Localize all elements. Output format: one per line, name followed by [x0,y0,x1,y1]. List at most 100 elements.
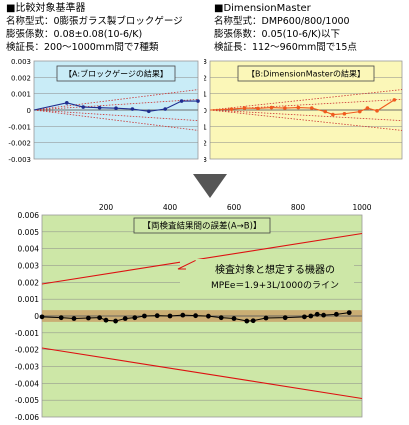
data-point [309,106,314,110]
y-tick-label: -0.001 [204,123,207,131]
limit-upper [33,98,199,111]
data-point [196,99,200,103]
y-tick-label: -0.001 [15,329,39,338]
x-tick-label: 1000 [352,203,371,212]
data-point [206,313,211,319]
data-point [256,106,260,111]
y-tick-label: -0.001 [8,123,31,131]
data-point [97,105,102,110]
spec-right-heading: ■DimensionMaster [214,3,311,14]
y-tick-label: 0.001 [18,295,40,304]
y-tick-label: 0.005 [18,228,40,237]
annotation-line-1: 検査対象と想定する機器の [215,263,335,276]
data-point [71,316,77,321]
y-tick-label: 0.002 [18,278,40,287]
data-point [218,315,224,321]
data-point [179,99,184,103]
data-point [193,313,199,319]
chart-title-box [133,217,271,234]
y-tick-label: 0.004 [18,245,40,254]
data-point [375,109,379,113]
data-point [58,315,64,321]
data-point [229,107,234,111]
data-point [180,312,186,318]
limit-lower [33,109,199,131]
data-point [65,101,69,105]
spec-right-line-length: 検証長：112～960mm間で15点 [214,42,357,53]
y-tick-label: -0.002 [204,140,207,148]
y-tick-label: 0.002 [204,74,207,82]
x-tick-label: 200 [99,203,114,212]
limit-upper [209,98,403,111]
y-tick-label: -0.003 [204,156,207,164]
x-tick-label: 800 [291,203,306,212]
x-tick-label: 600 [227,203,242,212]
spec-right-line-expansion: 膨張係数：0.05(10-6/K)以下 [214,29,341,40]
spec-left: ■比較対象基準器 名称型式：0膨張ガラス製ブロックゲージ 膨張係数：0.08±0… [6,2,183,54]
y-tick-label: 0.003 [204,58,207,66]
data-point [365,106,370,110]
y-tick-label: 0.003 [18,262,40,271]
spec-left-heading: ■比較対象基準器 [6,3,86,14]
data-point [97,315,102,321]
y-tick-label: 0.001 [204,91,207,99]
data-point [167,313,173,319]
limit-upper [33,89,199,111]
data-point [39,314,45,320]
data-point [314,311,320,317]
y-tick-label: -0.004 [15,379,39,388]
series-line [33,100,198,112]
down-arrow-icon [193,174,227,198]
data-point [321,312,326,318]
data-point [302,314,307,320]
y-tick-label: 0 [34,312,39,321]
y-tick-label: -0.006 [15,413,39,422]
data-point [163,107,167,111]
data-point [282,315,288,321]
data-point [142,313,147,319]
data-point [103,317,109,323]
data-point [263,315,269,321]
y-tick-label: -0.002 [15,346,39,355]
data-point [346,310,352,316]
data-point [122,316,128,321]
data-point [296,105,301,110]
limit-lower [41,347,363,400]
y-tick-label: -0.003 [8,156,31,164]
data-point [357,109,362,114]
data-point [244,318,250,324]
y-tick-label: -0.005 [15,396,39,405]
chart-b-dimensionmaster: 0.003 0.002 0.001 0 -0.001 -0.002 -0.003 【B:Dim… [204,58,403,164]
annotation-line-2: MPEe＝1.9+3L/1000のライン [211,280,339,291]
data-point [147,109,151,114]
chart-title-box [237,65,375,82]
data-point [334,311,339,317]
y-tick-label: 0 [27,107,31,115]
y-tick-label: -0.002 [8,140,31,148]
y-tick-label: 0.006 [18,211,40,220]
chart-title: 【両検査結果間の誤差(A→B)】 [143,221,262,232]
data-point [154,313,160,319]
annotation-leader [177,260,196,270]
y-tick-label: 0.002 [11,74,31,82]
chart-title: 【A:ブロックゲージの結果】 [64,68,168,78]
y-tick-label: 0.003 [11,58,31,66]
data-point [130,107,135,111]
data-point [132,315,138,321]
data-point [331,112,335,117]
data-point [250,318,256,324]
limit-lower [209,109,403,131]
x-tick-label: 400 [163,203,178,212]
data-point [114,106,118,111]
annotation-box [180,259,354,293]
data-point [308,313,314,319]
chart-title: 【B:DimensionMasterの結果】 [247,68,365,78]
data-point [283,106,287,110]
limit-upper [209,89,403,111]
data-point [231,316,237,321]
spec-right-line-name: 名称型式：DMP600/800/1000 [214,16,350,27]
data-point [323,109,327,114]
data-point [342,111,347,116]
spec-right: ■DimensionMaster 名称型式：DMP600/800/1000 膨張… [214,2,357,54]
y-tick-label: 0 [204,107,207,115]
